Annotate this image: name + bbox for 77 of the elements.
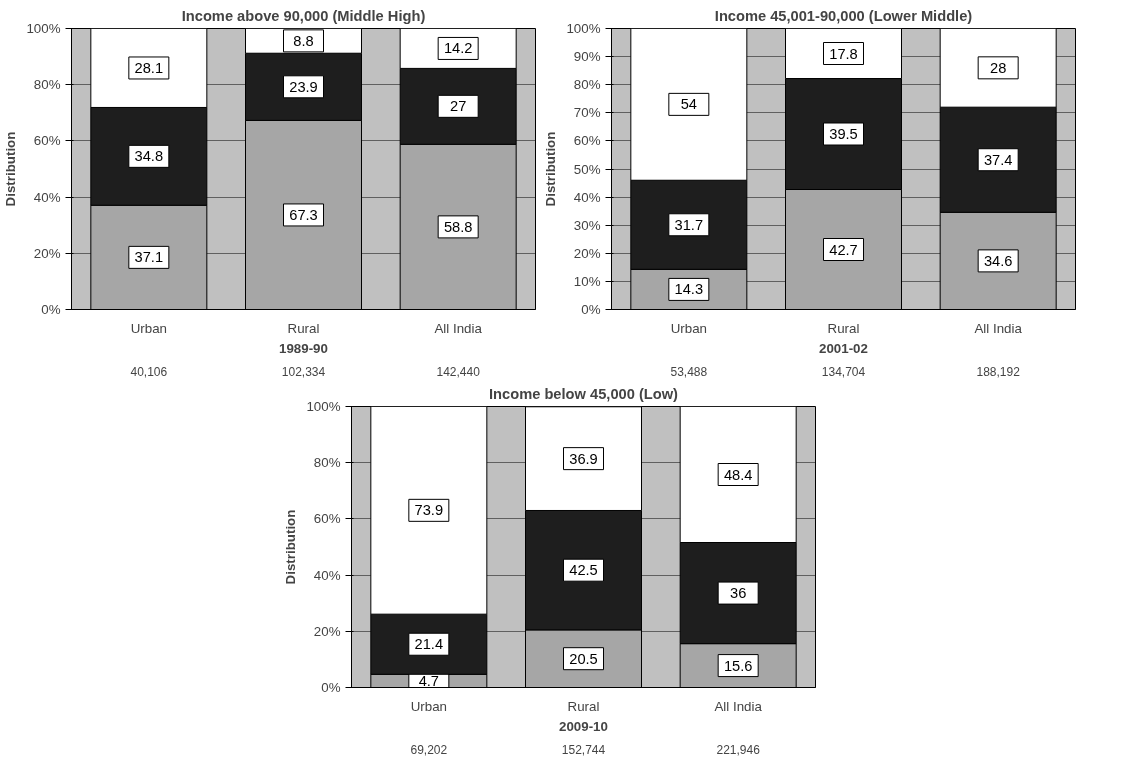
y-tick-label: 100%: [566, 21, 601, 36]
y-tick-label: 70%: [573, 105, 601, 121]
data-label: 23.9: [289, 78, 318, 95]
x-tick-label: All India: [974, 320, 1023, 336]
text: 53,488: [670, 364, 708, 379]
y-tick-label: 20%: [313, 623, 341, 639]
data-label: 14.3: [674, 281, 704, 298]
x-tick-label: All India: [714, 698, 763, 714]
y-tick-label: 40%: [313, 567, 341, 583]
y-tick-label: 100%: [306, 399, 341, 414]
data-label: 31.7: [674, 216, 704, 233]
y-tick-label: 40%: [33, 189, 61, 205]
text: 40,106: [130, 364, 168, 379]
y-tick-label: 80%: [313, 455, 341, 471]
data-label: 54: [680, 96, 697, 113]
y-tick-label: 0%: [321, 680, 341, 695]
data-label: 36.9: [569, 450, 598, 467]
x-tick-label: All India: [434, 320, 483, 336]
data-label: 67.3: [289, 206, 318, 223]
x-axis-title: 2009-10: [559, 718, 608, 734]
text: 152,744: [561, 742, 606, 757]
y-axis-title: Distribution: [283, 509, 299, 585]
y-tick-label: 30%: [573, 217, 601, 233]
y-tick-label: 80%: [33, 77, 61, 93]
x-tick-label: Urban: [670, 320, 707, 336]
text: 188,192: [976, 364, 1021, 379]
data-label: 15.6: [723, 657, 753, 674]
x-tick-label: Rural: [287, 320, 320, 336]
y-tick-label: 0%: [41, 302, 61, 317]
data-label: 58.8: [443, 218, 473, 235]
data-label: 36: [730, 585, 747, 602]
chart-title: Income 45,001-90,000 (Lower Middle): [714, 7, 973, 24]
data-label: 34.6: [983, 252, 1013, 269]
y-axis-title: Distribution: [543, 131, 559, 207]
data-label: 39.5: [829, 126, 858, 143]
x-tick-label: Rural: [567, 698, 600, 714]
data-label: 8.8: [293, 32, 314, 49]
x-tick-label: Urban: [130, 320, 167, 336]
y-tick-label: 60%: [33, 133, 61, 149]
data-label: 28.1: [134, 59, 164, 76]
text: 221,946: [716, 742, 761, 757]
data-label: 42.5: [569, 562, 598, 579]
data-label: 48.4: [723, 466, 753, 483]
y-tick-label: 60%: [573, 133, 601, 149]
text: 102,334: [281, 364, 326, 379]
data-label: 20.5: [569, 650, 598, 667]
data-label: 37.1: [134, 249, 164, 266]
x-axis-title: 1989-90: [279, 340, 328, 356]
data-label: 27: [450, 98, 467, 115]
data-label: 17.8: [829, 45, 858, 62]
y-tick-label: 0%: [581, 302, 601, 317]
text: 142,440: [436, 364, 481, 379]
y-tick-label: 60%: [313, 511, 341, 527]
chart-title: Income below 45,000 (Low): [489, 385, 679, 402]
y-tick-label: 10%: [573, 273, 601, 289]
chart-title: Income above 90,000 (Middle High): [181, 7, 426, 24]
y-tick-label: 20%: [33, 245, 61, 261]
data-label: 42.7: [829, 241, 858, 258]
text: 69,202: [410, 742, 448, 757]
data-label: 4.7: [418, 672, 440, 689]
y-tick-label: 90%: [573, 49, 601, 65]
y-tick-label: 20%: [573, 245, 601, 261]
data-label: 73.9: [414, 502, 444, 519]
data-label: 21.4: [414, 636, 444, 653]
y-tick-label: 100%: [26, 21, 61, 36]
text: 134,704: [821, 364, 866, 379]
data-label: 37.4: [983, 151, 1013, 168]
data-label: 28: [990, 59, 1007, 76]
x-axis-title: 2001-02: [819, 340, 868, 356]
y-tick-label: 80%: [573, 77, 601, 93]
data-label: 34.8: [134, 148, 164, 165]
data-label: 14.2: [443, 40, 473, 57]
y-tick-label: 50%: [573, 161, 601, 177]
y-axis-title: Distribution: [3, 131, 19, 207]
y-tick-label: 40%: [573, 189, 601, 205]
x-tick-label: Urban: [410, 698, 447, 714]
x-tick-label: Rural: [827, 320, 860, 336]
